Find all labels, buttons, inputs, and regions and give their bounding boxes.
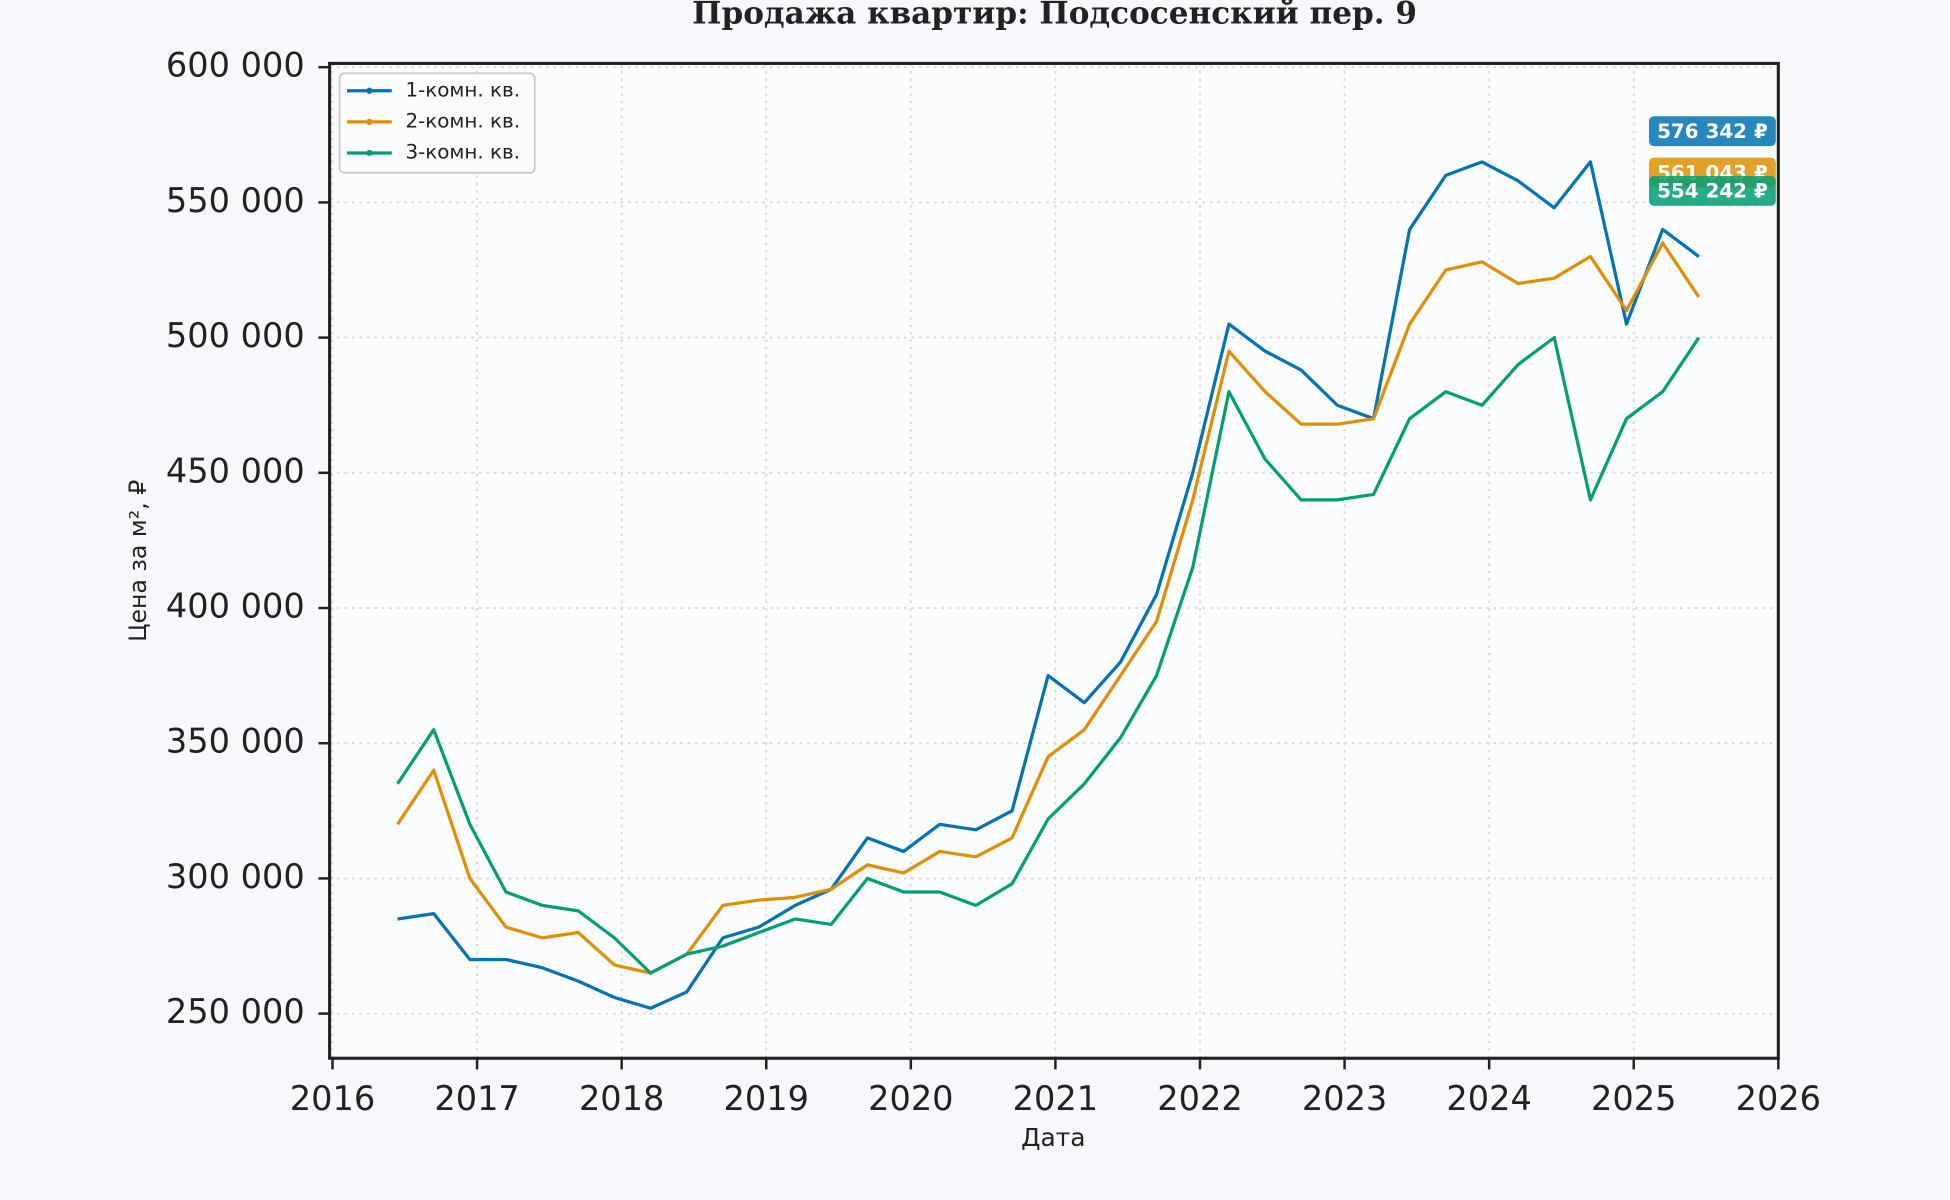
legend-marker	[366, 87, 373, 94]
y-tick-label: 350 000	[166, 722, 305, 761]
y-axis-label: Цена за м², ₽	[124, 480, 152, 642]
x-axis-label: Дата	[1021, 1123, 1085, 1152]
legend-label: 2-комн. кв.	[405, 109, 520, 132]
x-tick-label: 2025	[1591, 1079, 1676, 1118]
series-line	[396, 241, 1701, 975]
x-tick-label: 2023	[1302, 1079, 1387, 1118]
end-label: 554 242 ₽	[1657, 180, 1768, 203]
series-line	[396, 336, 1701, 975]
legend-box	[338, 72, 536, 174]
series-line	[397, 160, 1700, 1010]
x-tick-label: 2018	[579, 1079, 664, 1118]
legend-marker	[366, 149, 373, 157]
y-tick-label: 250 000	[166, 992, 305, 1031]
y-tick-label: 300 000	[166, 857, 305, 896]
x-tick-label: 2020	[868, 1079, 953, 1118]
end-label: 576 342 ₽	[1657, 120, 1768, 143]
y-tick-label: 550 000	[166, 181, 305, 220]
x-tick-label: 2017	[434, 1079, 519, 1118]
legend-label: 3-комн. кв.	[405, 140, 520, 163]
legend-label: 1-комн. кв.	[405, 78, 520, 101]
y-tick-label: 450 000	[166, 451, 305, 490]
plot-area	[329, 63, 1779, 1059]
x-tick-label: 2022	[1157, 1079, 1242, 1118]
plot-frame	[328, 61, 1780, 1060]
y-tick-label: 600 000	[166, 46, 305, 85]
end-label-box	[1648, 176, 1776, 206]
y-tick-label: 500 000	[166, 316, 305, 355]
legend-marker	[366, 118, 373, 125]
x-tick-label: 2019	[724, 1079, 809, 1118]
x-tick-label: 2026	[1736, 1079, 1821, 1118]
chart-title: Продажа квартир: Подсосенский пер. 9	[692, 0, 1417, 31]
y-tick-label: 400 000	[166, 587, 305, 626]
x-tick-label: 2024	[1446, 1079, 1531, 1118]
x-tick-label: 2021	[1013, 1079, 1098, 1118]
x-tick-label: 2016	[290, 1079, 375, 1118]
end-label-box	[1648, 116, 1776, 147]
